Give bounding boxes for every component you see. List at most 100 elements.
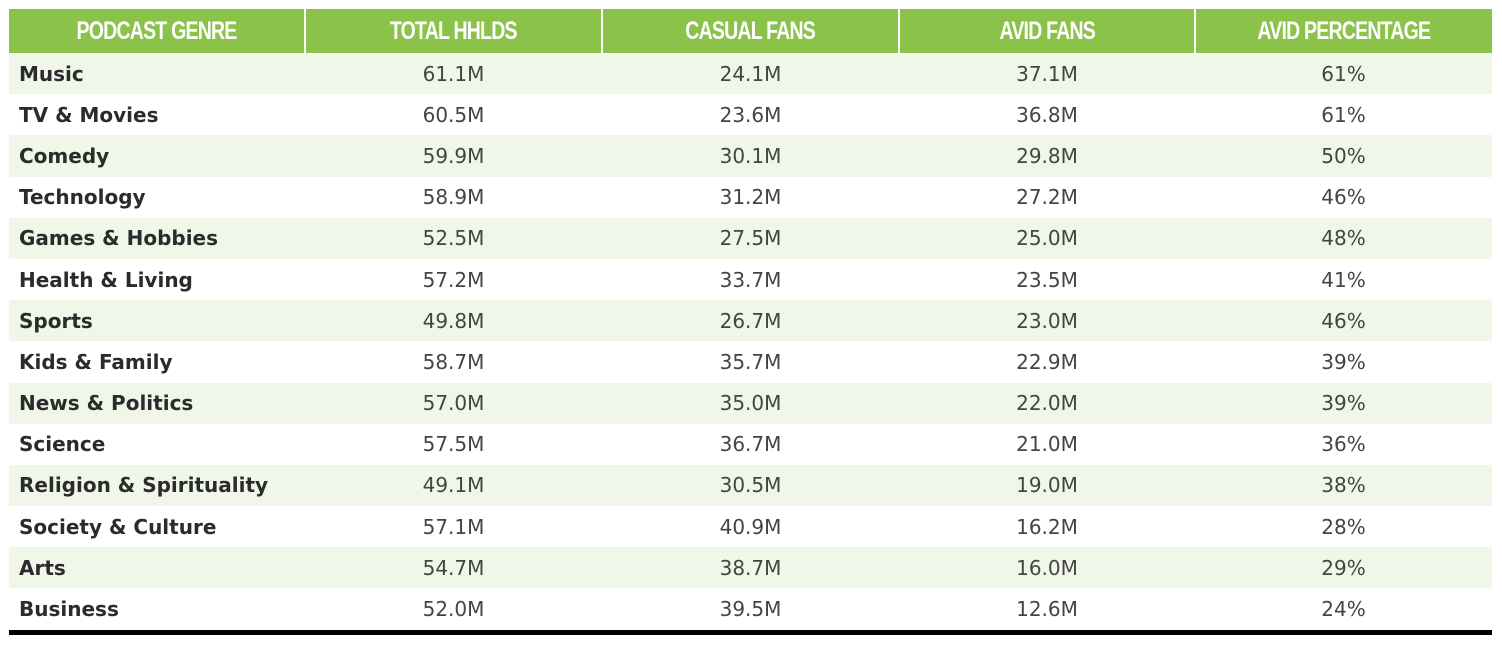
avid-fans-cell: 37.1M (899, 53, 1195, 95)
header-label: PODCAST GENRE (76, 16, 238, 45)
total-hhlds-cell: 57.0M (305, 382, 602, 424)
table-row: Games & Hobbies 52.5M 27.5M 25.0M 48% (9, 217, 1492, 259)
avid-fans-cell: 22.0M (899, 382, 1195, 424)
total-hhlds-cell: 57.1M (305, 506, 602, 548)
table-row: Music 61.1M 24.1M 37.1M 61% (9, 53, 1492, 95)
avid-fans-cell: 16.2M (899, 506, 1195, 548)
casual-fans-cell: 26.7M (602, 300, 899, 342)
avid-fans-cell: 25.0M (899, 217, 1195, 259)
table-row: Sports 49.8M 26.7M 23.0M 46% (9, 300, 1492, 342)
header-avid-fans: AVID FANS (898, 9, 1195, 53)
header-label: CASUAL FANS (685, 16, 817, 45)
avid-percentage-cell: 46% (1195, 300, 1492, 342)
avid-fans-cell: 36.8M (899, 94, 1195, 136)
avid-percentage-cell: 50% (1195, 135, 1492, 177)
avid-fans-cell: 21.0M (899, 423, 1195, 465)
header-avid-percentage: AVID PERCENTAGE (1194, 9, 1492, 53)
table-row: Comedy 59.9M 30.1M 29.8M 50% (9, 135, 1492, 177)
avid-percentage-cell: 48% (1195, 217, 1492, 259)
table-row: Science 57.5M 36.7M 21.0M 36% (9, 423, 1492, 465)
total-hhlds-cell: 57.2M (305, 258, 602, 301)
genre-cell: Society & Culture (9, 506, 305, 548)
table-row: Technology 58.9M 31.2M 27.2M 46% (9, 176, 1492, 218)
avid-fans-cell: 27.2M (899, 176, 1195, 218)
avid-percentage-cell: 28% (1195, 506, 1492, 548)
total-hhlds-cell: 54.7M (305, 547, 602, 589)
table-header: PODCAST GENRE TOTAL HHLDs CASUAL FANS AV… (9, 9, 1492, 53)
avid-percentage-cell: 38% (1195, 464, 1492, 507)
avid-fans-cell: 12.6M (899, 588, 1195, 630)
genre-cell: Music (9, 53, 305, 95)
header-podcast-genre: PODCAST GENRE (9, 9, 305, 53)
avid-fans-cell: 19.0M (899, 464, 1195, 507)
genre-cell: Comedy (9, 135, 305, 177)
table-row: Business 52.0M 39.5M 12.6M 24% (9, 588, 1492, 630)
table-bottom-rule (9, 629, 1492, 635)
avid-percentage-cell: 61% (1195, 53, 1492, 95)
casual-fans-cell: 35.0M (602, 382, 899, 424)
avid-percentage-cell: 24% (1195, 588, 1492, 630)
total-hhlds-cell: 52.0M (305, 588, 602, 630)
genre-cell: TV & Movies (9, 94, 305, 136)
genre-cell: Religion & Spirituality (9, 464, 305, 507)
total-hhlds-cell: 59.9M (305, 135, 602, 177)
table-row: Society & Culture 57.1M 40.9M 16.2M 28% (9, 506, 1492, 548)
genre-cell: News & Politics (9, 382, 305, 424)
genre-cell: Science (9, 423, 305, 465)
table-row: TV & Movies 60.5M 23.6M 36.8M 61% (9, 94, 1492, 136)
total-hhlds-cell: 52.5M (305, 217, 602, 259)
podcast-genre-table: PODCAST GENRE TOTAL HHLDs CASUAL FANS AV… (9, 9, 1492, 630)
avid-fans-cell: 29.8M (899, 135, 1195, 177)
table-row: Kids & Family 58.7M 35.7M 22.9M 39% (9, 341, 1492, 383)
avid-percentage-cell: 41% (1195, 258, 1492, 301)
avid-percentage-cell: 61% (1195, 94, 1492, 136)
header-casual-fans: CASUAL FANS (601, 9, 899, 53)
casual-fans-cell: 38.7M (602, 547, 899, 589)
total-hhlds-cell: 61.1M (305, 53, 602, 95)
table-row: Health & Living 57.2M 33.7M 23.5M 41% (9, 258, 1492, 301)
casual-fans-cell: 30.1M (602, 135, 899, 177)
genre-cell: Games & Hobbies (9, 217, 305, 259)
avid-percentage-cell: 46% (1195, 176, 1492, 218)
podcast-genre-table-container: PODCAST GENRE TOTAL HHLDs CASUAL FANS AV… (9, 9, 1492, 635)
avid-percentage-cell: 39% (1195, 382, 1492, 424)
avid-percentage-cell: 39% (1195, 341, 1492, 383)
header-label: AVID FANS (999, 16, 1095, 45)
table-row: Arts 54.7M 38.7M 16.0M 29% (9, 547, 1492, 589)
avid-percentage-cell: 29% (1195, 547, 1492, 589)
total-hhlds-cell: 49.8M (305, 300, 602, 342)
casual-fans-cell: 40.9M (602, 506, 899, 548)
avid-fans-cell: 16.0M (899, 547, 1195, 589)
genre-cell: Kids & Family (9, 341, 305, 383)
table-body: Music 61.1M 24.1M 37.1M 61% TV & Movies … (9, 53, 1492, 630)
total-hhlds-cell: 60.5M (305, 94, 602, 136)
casual-fans-cell: 27.5M (602, 217, 899, 259)
total-hhlds-cell: 49.1M (305, 464, 602, 507)
genre-cell: Health & Living (9, 258, 305, 301)
avid-fans-cell: 23.5M (899, 258, 1195, 301)
casual-fans-cell: 39.5M (602, 588, 899, 630)
table-row: Religion & Spirituality 49.1M 30.5M 19.0… (9, 464, 1492, 507)
genre-cell: Arts (9, 547, 305, 589)
total-hhlds-cell: 58.7M (305, 341, 602, 383)
table-row: News & Politics 57.0M 35.0M 22.0M 39% (9, 382, 1492, 424)
genre-cell: Business (9, 588, 305, 630)
casual-fans-cell: 36.7M (602, 423, 899, 465)
total-hhlds-cell: 58.9M (305, 176, 602, 218)
casual-fans-cell: 35.7M (602, 341, 899, 383)
casual-fans-cell: 31.2M (602, 176, 899, 218)
avid-fans-cell: 22.9M (899, 341, 1195, 383)
header-label: TOTAL HHLDs (390, 16, 518, 45)
total-hhlds-cell: 57.5M (305, 423, 602, 465)
casual-fans-cell: 33.7M (602, 258, 899, 301)
casual-fans-cell: 23.6M (602, 94, 899, 136)
avid-fans-cell: 23.0M (899, 300, 1195, 342)
header-label: AVID PERCENTAGE (1257, 16, 1432, 45)
header-total-hhlds: TOTAL HHLDs (304, 9, 602, 53)
genre-cell: Sports (9, 300, 305, 342)
header-row: PODCAST GENRE TOTAL HHLDs CASUAL FANS AV… (9, 9, 1492, 53)
casual-fans-cell: 30.5M (602, 464, 899, 507)
casual-fans-cell: 24.1M (602, 53, 899, 95)
avid-percentage-cell: 36% (1195, 423, 1492, 465)
genre-cell: Technology (9, 176, 305, 218)
